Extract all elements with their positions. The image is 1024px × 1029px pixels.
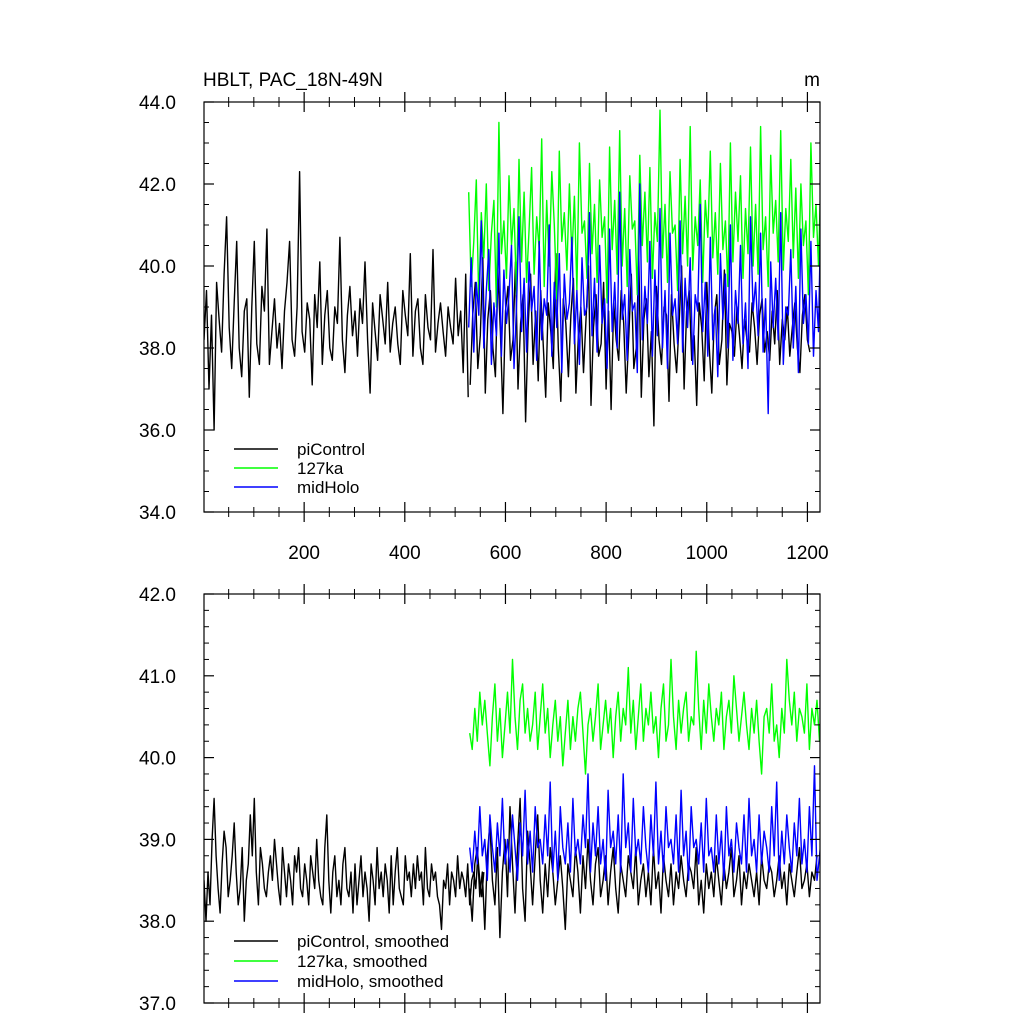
y-tick-label: 40.0 <box>139 257 176 278</box>
y-tick-label: 41.0 <box>139 667 176 688</box>
y-tick-label: 37.0 <box>139 994 176 1015</box>
bottom-axes: 37.0 38.0 39.0 40.0 41.0 42.0 <box>139 584 821 1015</box>
y-tick-label: 34.0 <box>139 503 176 524</box>
top-plot-lines <box>204 109 820 431</box>
top-axes: 34.0 36.0 38.0 40.0 42.0 44.0 200 400 600 800 1000… <box>139 92 829 564</box>
y-tick-label: 38.0 <box>139 912 176 933</box>
x-tick-label: 400 <box>389 543 421 564</box>
bottom-panel: 37.0 38.0 39.0 40.0 41.0 42.0 piControl, smoo… <box>139 584 821 1015</box>
series-line-picontrol <box>469 252 811 427</box>
series-line-midholo <box>468 183 820 415</box>
series-line-midholo-smoothed <box>469 765 820 881</box>
y-tick-label: 36.0 <box>139 421 176 442</box>
y-tick-label: 42.0 <box>139 175 176 196</box>
legend-label: piControl <box>297 440 365 459</box>
y-tick-label: 39.0 <box>139 830 176 851</box>
bottom-plot-lines <box>204 650 820 939</box>
top-panel: 34.0 36.0 38.0 40.0 42.0 44.0 200 400 600 800 1000… <box>139 70 829 564</box>
y-tick-label: 38.0 <box>139 339 176 360</box>
series-line-127ka-smoothed <box>469 650 820 775</box>
series-line-picontrol <box>204 170 469 431</box>
legend-label: 127ka <box>297 459 344 478</box>
series-line-127ka <box>468 109 820 308</box>
legend-label: 127ka, smoothed <box>297 952 427 971</box>
x-tick-label: 800 <box>590 543 622 564</box>
top-units-label: m <box>804 70 820 91</box>
series-line-picontrol-smoothed <box>204 797 485 931</box>
plot-frame <box>203 593 821 1004</box>
x-tick-label: 1000 <box>686 543 728 564</box>
x-tick-label: 1200 <box>786 543 828 564</box>
x-tick-label: 200 <box>288 543 320 564</box>
legend-label: piControl, smoothed <box>297 932 449 951</box>
y-tick-label: 42.0 <box>139 585 176 606</box>
x-tick-label: 600 <box>490 543 522 564</box>
y-tick-label: 44.0 <box>139 93 176 114</box>
legend-label: midHolo <box>297 478 359 497</box>
top-chart-title: HBLT, PAC_18N-49N <box>203 70 383 91</box>
legend-label: midHolo, smoothed <box>297 972 443 991</box>
series-line-picontrol-smoothed <box>469 797 818 939</box>
y-tick-label: 40.0 <box>139 749 176 770</box>
